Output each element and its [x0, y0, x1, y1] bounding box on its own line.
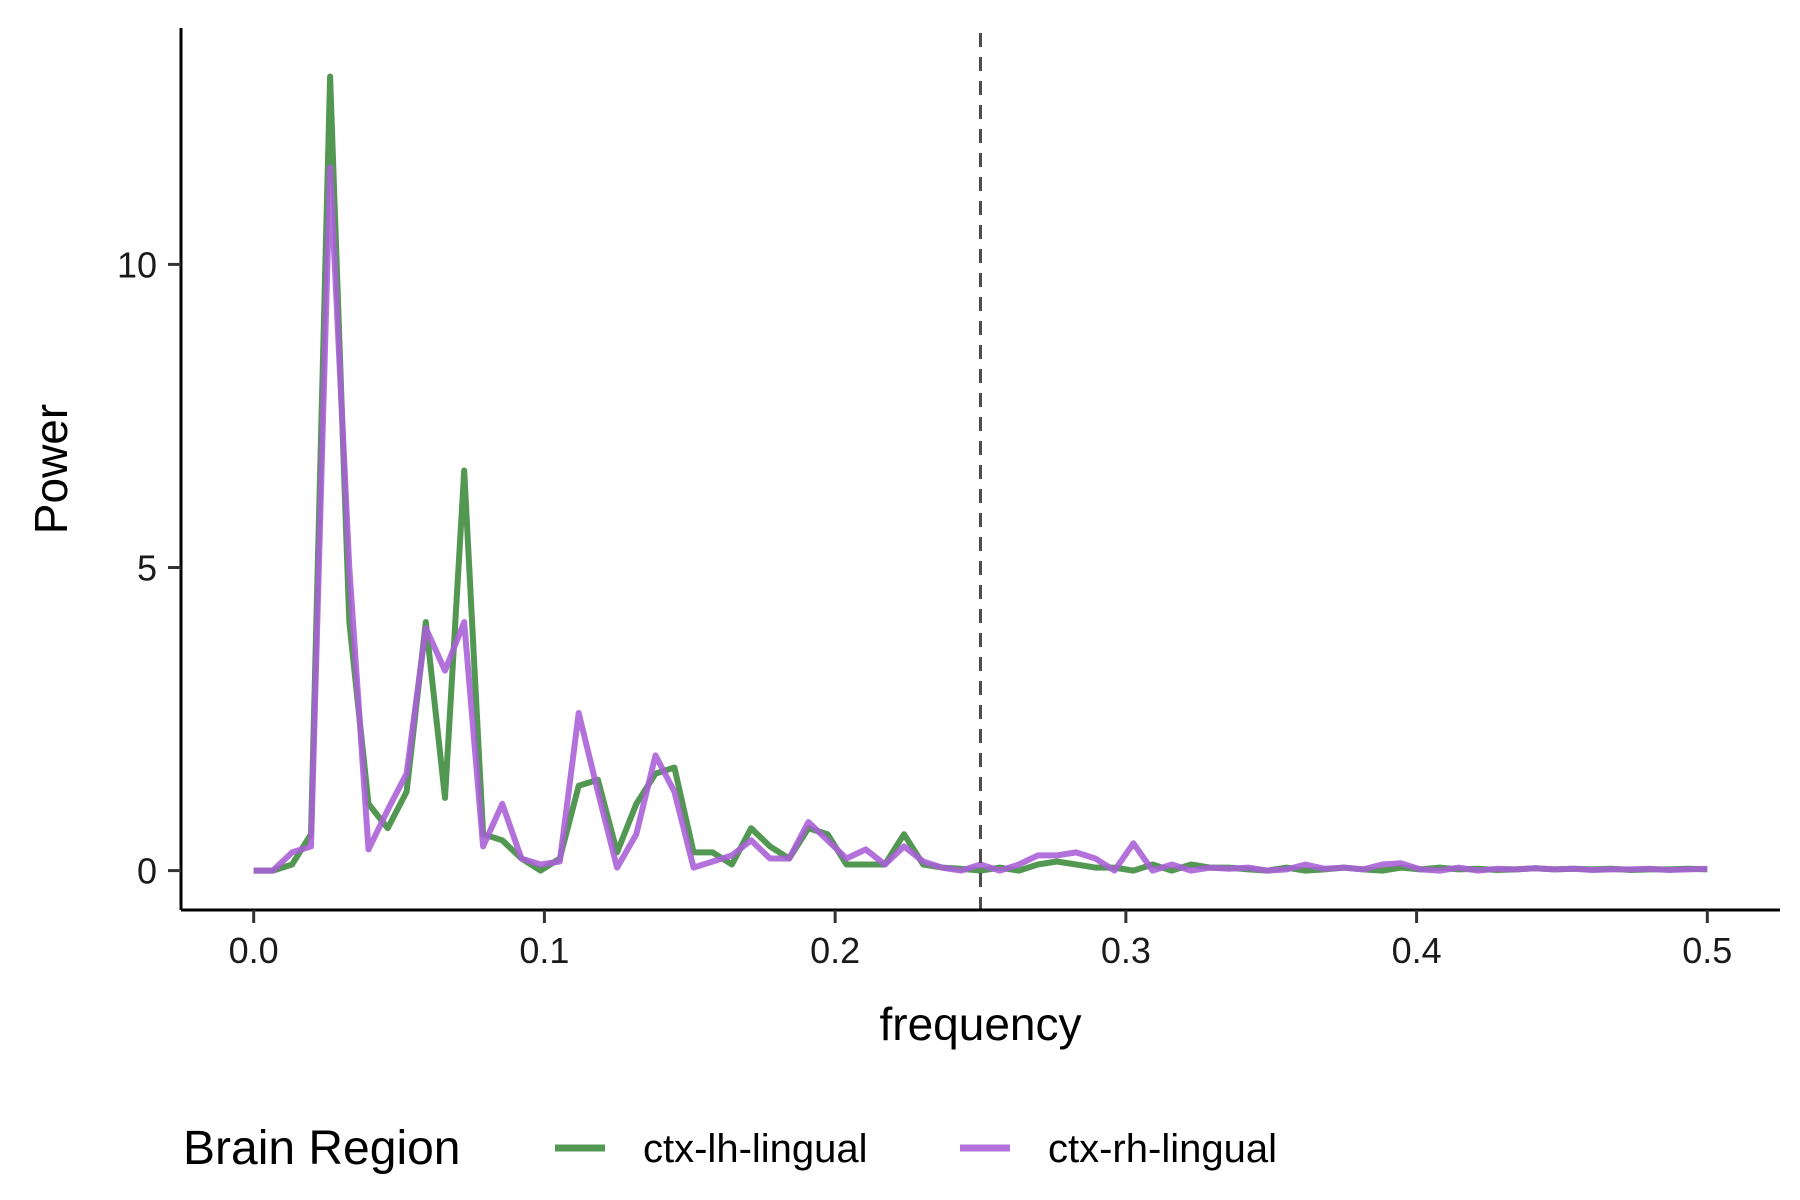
- plot-lines: [253, 33, 1708, 910]
- axes: 0.0 0.1 0.2 0.3 0.4 0.5 0 5 10: [117, 28, 1780, 971]
- y-ticks: 0 5 10: [117, 244, 181, 892]
- x-tick-label: 0.4: [1392, 930, 1442, 971]
- x-tick-label: 0.5: [1682, 930, 1732, 971]
- x-tick-label: 0.2: [810, 930, 860, 971]
- y-tick-label: 5: [137, 548, 157, 589]
- y-axis-title: Power: [25, 404, 77, 534]
- x-tick-label: 0.3: [1101, 930, 1151, 971]
- legend-label-ctx-lh-lingual: ctx-lh-lingual: [643, 1127, 868, 1171]
- legend: Brain Region ctx-lh-lingual ctx-rh-lingua…: [183, 1122, 1277, 1175]
- legend-label-ctx-rh-lingual: ctx-rh-lingual: [1048, 1127, 1277, 1171]
- legend-items: ctx-lh-lingual ctx-rh-lingual: [555, 1127, 1277, 1171]
- x-tick-label: 0.0: [229, 930, 279, 971]
- y-tick-label: 10: [117, 244, 157, 285]
- x-tick-label: 0.1: [519, 930, 569, 971]
- legend-title: Brain Region: [183, 1122, 461, 1175]
- x-ticks: 0.0 0.1 0.2 0.3 0.4 0.5: [229, 910, 1732, 971]
- x-axis-title: frequency: [879, 998, 1081, 1050]
- y-tick-label: 0: [137, 851, 157, 892]
- series-line-ctx-rh-lingual: [253, 164, 1708, 874]
